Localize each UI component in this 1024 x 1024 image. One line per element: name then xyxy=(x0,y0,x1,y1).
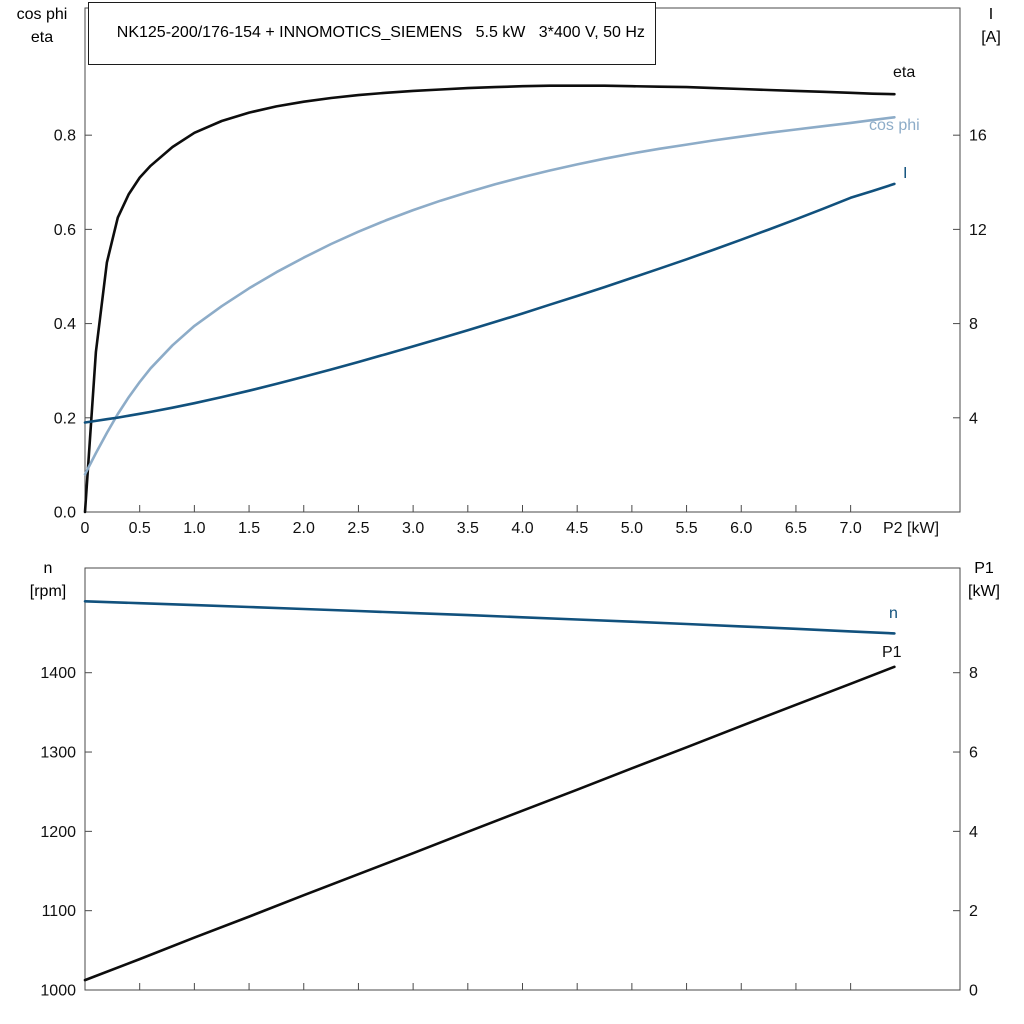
x-tick-label: 7.0 xyxy=(840,520,862,537)
axis-title-speed-unit: [rpm] xyxy=(29,583,67,600)
eta-curve-label: eta xyxy=(893,64,916,81)
x-tick-label: 0.5 xyxy=(129,520,151,537)
y-right-tick-label: 12 xyxy=(969,222,987,239)
y-right-tick-label: 8 xyxy=(969,316,978,333)
y-left-tick-label: 1400 xyxy=(40,665,76,682)
chart-title: NK125-200/176-154 + INNOMOTICS_SIEMENS 5… xyxy=(116,24,645,41)
y-right-tick-label: 4 xyxy=(969,410,978,427)
chart-title-box: NK125-200/176-154 + INNOMOTICS_SIEMENS 5… xyxy=(88,2,656,65)
y-right-tick-label: 0 xyxy=(969,983,978,1000)
y-left-tick-label: 0.2 xyxy=(54,410,76,427)
x-axis-label: P2 [kW] xyxy=(883,520,939,537)
speed-curve-label: n xyxy=(889,605,898,622)
y-left-tick-label: 1000 xyxy=(40,983,76,1000)
axis-title-cos-phi: cos phi xyxy=(16,6,68,23)
x-tick-label: 4.5 xyxy=(566,520,588,537)
x-tick-label: 4.0 xyxy=(511,520,533,537)
curve-input-power xyxy=(83,665,896,982)
x-tick-label: 2.5 xyxy=(347,520,369,537)
axis-title-input-power-unit: [kW] xyxy=(968,583,1000,600)
y-left-tick-label: 1300 xyxy=(40,745,76,762)
y-left-tick-label: 0.4 xyxy=(54,316,76,333)
y-right-tick-label: 2 xyxy=(969,903,978,920)
top-chart-left-axis-title: cos phi eta xyxy=(2,3,82,49)
x-tick-label: 3.5 xyxy=(457,520,479,537)
chart-bottom: 1000 1100 1200 1300 1400 0 2 4 6 8 xyxy=(40,567,978,1000)
cos-phi-curve-label: cos phi xyxy=(869,117,920,134)
y-left-tick-label: 1100 xyxy=(42,903,77,920)
axis-title-input-power: P1 xyxy=(974,560,994,577)
bottom-chart-right-axis-title: P1 [kW] xyxy=(948,557,1020,603)
y-left-tick-label: 0.0 xyxy=(54,505,76,522)
x-tick-label: 1.0 xyxy=(183,520,205,537)
chart-top: 0 0.5 1.0 1.5 2.0 2.5 3.0 3.5 4.0 4.5 5.0 5.5 6.0 6.5… xyxy=(54,7,987,537)
axis-title-speed: n xyxy=(43,560,53,577)
curve-current xyxy=(83,182,896,424)
input-power-curve-label: P1 xyxy=(882,644,902,661)
plot-border xyxy=(84,7,961,513)
bottom-chart-left-axis-title: n [rpm] xyxy=(6,557,90,603)
axis-title-current-unit: [A] xyxy=(981,29,1001,46)
x-tick-label: 2.0 xyxy=(293,520,315,537)
x-tick-label: 1.5 xyxy=(238,520,260,537)
x-tick-label: 3.0 xyxy=(402,520,424,537)
y-left-tick-label: 0.6 xyxy=(54,222,76,239)
axis-title-current: I xyxy=(988,6,994,23)
y-left-tick-label: 1200 xyxy=(40,824,76,841)
y-right-tick-label: 8 xyxy=(969,665,978,682)
x-tick-label: 5.0 xyxy=(621,520,643,537)
curve-speed xyxy=(83,600,896,635)
y-right-tick-label: 6 xyxy=(969,745,978,762)
curve-cos-phi xyxy=(83,116,896,476)
x-tick-label: 0 xyxy=(81,520,90,537)
x-tick-label: 5.5 xyxy=(675,520,697,537)
axis-title-eta: eta xyxy=(30,29,54,46)
y-right-tick-label: 4 xyxy=(969,824,978,841)
curve-eta xyxy=(83,84,896,514)
current-curve-label: I xyxy=(903,165,908,182)
x-tick-label: 6.5 xyxy=(785,520,807,537)
x-tick-label: 6.0 xyxy=(730,520,752,537)
y-left-tick-label: 0.8 xyxy=(54,128,76,145)
y-right-tick-label: 16 xyxy=(969,128,987,145)
top-chart-right-axis-title: I [A] xyxy=(960,3,1022,49)
